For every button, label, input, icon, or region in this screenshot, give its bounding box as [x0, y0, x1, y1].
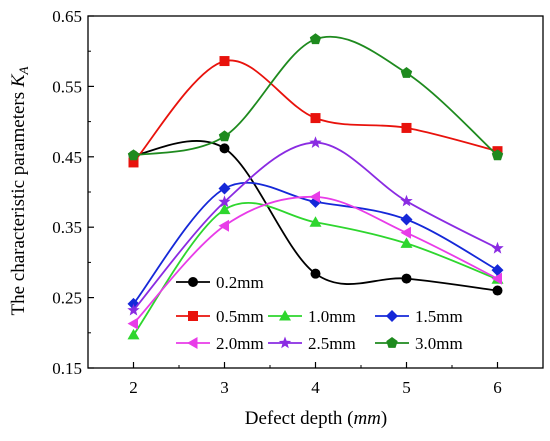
- series-line: [132, 195, 498, 325]
- data-point: [128, 157, 139, 168]
- data-point: [218, 195, 231, 208]
- y-axis-label-subscript: A: [16, 66, 31, 75]
- x-tick-label: 5: [402, 378, 411, 397]
- legend-label: 2.5mm: [308, 334, 356, 353]
- series-2-0mm: [127, 190, 502, 330]
- legend-marker: [279, 310, 291, 321]
- x-axis-label-end: ): [381, 408, 387, 429]
- data-point: [219, 56, 230, 67]
- legend-label: 0.5mm: [216, 307, 264, 326]
- y-axis-ticks: 0.15 0.25 0.35 0.45 0.55 0.65: [52, 7, 94, 378]
- series-line: [132, 201, 498, 336]
- x-tick-label: 3: [220, 378, 229, 397]
- data-point: [491, 272, 502, 285]
- data-point: [218, 182, 231, 195]
- y-tick-label: 0.45: [52, 148, 82, 167]
- x-axis-label-unit: mm: [353, 408, 380, 429]
- legend-item: 3.0mm: [375, 334, 463, 353]
- data-point: [310, 268, 321, 279]
- data-point: [127, 149, 140, 161]
- y-tick-label: 0.65: [52, 7, 82, 26]
- data-point: [309, 190, 320, 203]
- data-point: [218, 219, 229, 232]
- series-layer: [127, 33, 504, 340]
- data-point: [127, 317, 138, 330]
- series-2-5mm: [127, 136, 504, 316]
- data-point: [491, 264, 504, 277]
- legend-label: 0.2mm: [216, 273, 264, 292]
- data-point: [309, 136, 322, 148]
- data-point: [401, 122, 412, 133]
- data-point: [218, 203, 231, 215]
- data-point: [400, 226, 411, 239]
- legend-label: 3.0mm: [415, 334, 463, 353]
- series-line: [133, 140, 498, 292]
- legend-label: 1.0mm: [308, 307, 356, 326]
- legend-item: 1.5mm: [375, 307, 463, 326]
- x-axis-ticks: 2 3 4 5 6: [129, 362, 502, 397]
- x-axis-label: Defect depth (mm): [245, 408, 387, 429]
- data-point: [491, 241, 504, 254]
- y-axis-label-symbol: K: [8, 73, 29, 88]
- y-tick-label: 0.55: [52, 77, 82, 96]
- y-axis-label: The characteristic parameters KA: [8, 66, 31, 315]
- legend-item: 1.0mm: [268, 307, 356, 326]
- legend-item: 2.0mm: [176, 334, 264, 353]
- data-point: [491, 149, 504, 161]
- y-tick-label: 0.15: [52, 359, 82, 378]
- data-point: [310, 113, 321, 124]
- series-3-0mm: [127, 33, 504, 161]
- data-point: [309, 33, 322, 45]
- y-axis-label-text: The characteristic parameters: [8, 87, 29, 315]
- data-point: [492, 285, 503, 296]
- legend-marker: [278, 336, 292, 349]
- legend-item: 2.5mm: [268, 334, 356, 353]
- data-point: [218, 130, 231, 142]
- data-point: [309, 216, 322, 227]
- y-tick-label: 0.35: [52, 218, 82, 237]
- data-point: [400, 194, 413, 207]
- legend-marker: [386, 310, 398, 322]
- legend: 0.2mm 0.5mm 1.0mm 1.5mm 2.0mm 2.5mm 3.0mm: [176, 273, 463, 353]
- data-point: [400, 237, 413, 248]
- legend-item: 0.2mm: [176, 273, 264, 292]
- x-tick-label: 2: [129, 378, 138, 397]
- legend-marker: [188, 311, 198, 321]
- x-tick-label: 4: [311, 378, 320, 397]
- series-line: [132, 59, 498, 164]
- legend-marker: [188, 277, 198, 287]
- data-point: [401, 273, 412, 284]
- data-point: [127, 328, 140, 340]
- legend-marker: [386, 337, 398, 348]
- data-point: [400, 213, 413, 226]
- data-point: [127, 303, 140, 316]
- x-axis-label-text: Defect depth (: [245, 408, 354, 429]
- y-tick-label: 0.25: [52, 289, 82, 308]
- legend-label: 2.0mm: [216, 334, 264, 353]
- data-point: [400, 67, 413, 78]
- x-tick-label: 6: [493, 378, 502, 397]
- legend-marker: [187, 337, 198, 349]
- legend-item: 0.5mm: [176, 307, 264, 326]
- legend-label: 1.5mm: [415, 307, 463, 326]
- data-point: [219, 143, 230, 154]
